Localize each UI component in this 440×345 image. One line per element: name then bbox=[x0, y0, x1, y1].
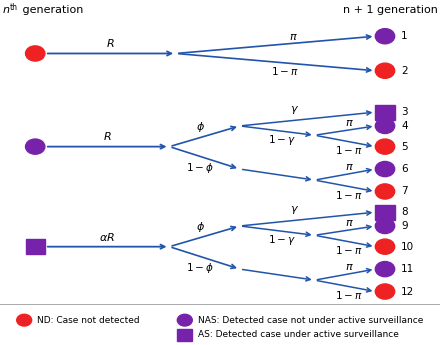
Text: 5: 5 bbox=[401, 142, 408, 151]
Circle shape bbox=[26, 139, 45, 154]
Text: 1: 1 bbox=[401, 31, 408, 41]
Text: $1 - \pi$: $1 - \pi$ bbox=[271, 65, 298, 77]
Text: 2: 2 bbox=[401, 66, 408, 76]
Text: n: n bbox=[2, 5, 9, 15]
Circle shape bbox=[375, 29, 395, 44]
Text: 3: 3 bbox=[401, 107, 408, 117]
Text: th: th bbox=[10, 3, 18, 12]
Text: $1 - \gamma$: $1 - \gamma$ bbox=[268, 134, 296, 147]
Text: 4: 4 bbox=[401, 121, 408, 131]
Circle shape bbox=[375, 218, 395, 234]
Bar bbox=[375, 205, 395, 220]
Text: $\pi$: $\pi$ bbox=[289, 32, 298, 42]
Text: $1 - \phi$: $1 - \phi$ bbox=[186, 261, 214, 275]
Circle shape bbox=[375, 262, 395, 277]
Text: $\pi$: $\pi$ bbox=[345, 118, 354, 128]
Text: $1 - \pi$: $1 - \pi$ bbox=[335, 188, 363, 200]
Bar bbox=[26, 239, 45, 254]
Text: NAS: Detected case not under active surveillance: NAS: Detected case not under active surv… bbox=[198, 316, 423, 325]
Text: $\pi$: $\pi$ bbox=[345, 218, 354, 228]
Text: $1 - \pi$: $1 - \pi$ bbox=[335, 288, 363, 300]
Text: $\gamma$: $\gamma$ bbox=[290, 204, 299, 216]
Text: $\phi$: $\phi$ bbox=[196, 219, 205, 234]
Text: n + 1 generation: n + 1 generation bbox=[343, 5, 438, 15]
Text: $1 - \pi$: $1 - \pi$ bbox=[335, 244, 363, 256]
Circle shape bbox=[375, 139, 395, 154]
Text: $\pi$: $\pi$ bbox=[345, 262, 354, 272]
Text: 6: 6 bbox=[401, 164, 408, 174]
Text: $\gamma$: $\gamma$ bbox=[290, 104, 299, 116]
Text: generation: generation bbox=[19, 5, 84, 15]
Circle shape bbox=[375, 63, 395, 78]
Circle shape bbox=[177, 314, 192, 326]
Text: $R$: $R$ bbox=[106, 37, 115, 49]
Circle shape bbox=[375, 239, 395, 254]
Text: $\alpha R$: $\alpha R$ bbox=[99, 230, 115, 243]
Text: 12: 12 bbox=[401, 287, 414, 296]
Text: AS: Detected case under active surveillance: AS: Detected case under active surveilla… bbox=[198, 330, 399, 339]
Circle shape bbox=[375, 184, 395, 199]
Text: $\phi$: $\phi$ bbox=[196, 119, 205, 134]
Text: 10: 10 bbox=[401, 242, 414, 252]
Bar bbox=[177, 329, 192, 341]
Circle shape bbox=[375, 284, 395, 299]
Text: $1 - \phi$: $1 - \phi$ bbox=[186, 161, 214, 175]
Text: $R$: $R$ bbox=[103, 130, 111, 142]
Text: $1 - \gamma$: $1 - \gamma$ bbox=[268, 233, 296, 247]
Bar bbox=[375, 105, 395, 120]
Text: $1 - \pi$: $1 - \pi$ bbox=[335, 144, 363, 156]
Text: $\pi$: $\pi$ bbox=[345, 162, 354, 172]
Circle shape bbox=[375, 161, 395, 177]
Text: 7: 7 bbox=[401, 187, 408, 196]
Circle shape bbox=[26, 46, 45, 61]
Circle shape bbox=[375, 118, 395, 134]
Text: 11: 11 bbox=[401, 264, 414, 274]
Text: ND: Case not detected: ND: Case not detected bbox=[37, 316, 140, 325]
Circle shape bbox=[17, 314, 32, 326]
Text: 8: 8 bbox=[401, 207, 408, 217]
Text: 9: 9 bbox=[401, 221, 408, 231]
